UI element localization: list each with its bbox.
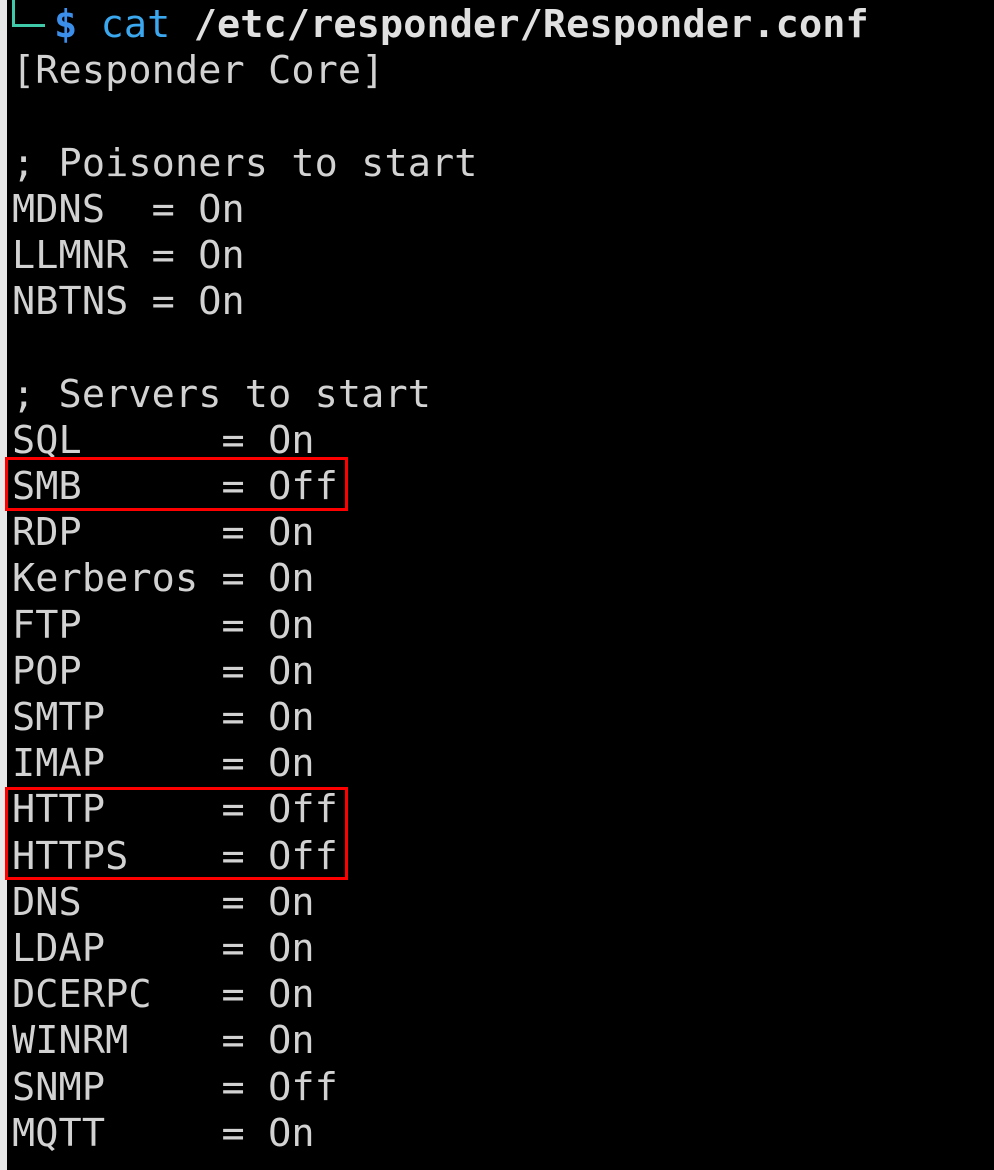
config-line: SMTP = On xyxy=(12,695,315,740)
prompt-corner-icon xyxy=(12,0,45,27)
config-line: ; Servers to start xyxy=(12,371,432,417)
command: cat xyxy=(100,2,171,47)
config-line: LLMNR = On xyxy=(12,233,245,278)
command-argument: /etc/responder/Responder.conf xyxy=(193,2,869,47)
highlight-box-http xyxy=(5,787,348,880)
config-line: DNS = On xyxy=(12,879,315,925)
terminal-output: $ cat /etc/responder/Responder.conf [Resp… xyxy=(12,0,992,1170)
config-line: FTP = On xyxy=(12,602,315,648)
prompt-line: $ cat /etc/responder/Responder.conf xyxy=(12,0,869,48)
config-line: HTTP = Off xyxy=(12,787,338,833)
prompt-symbol: $ xyxy=(54,2,78,47)
config-line: NBTNS = On xyxy=(12,279,245,325)
config-line: MQTT = On xyxy=(12,1110,315,1156)
config-line: RDP = On xyxy=(12,510,315,556)
config-line: SQL = On xyxy=(12,417,315,463)
config-line: WINRM = On xyxy=(12,1018,315,1064)
config-line: POP = On xyxy=(12,648,315,694)
config-line: LDAP = On xyxy=(12,926,315,971)
config-line: SMB = Off xyxy=(12,464,338,509)
config-line: Kerberos = On xyxy=(12,556,315,602)
config-line: [Responder Core] xyxy=(12,48,385,94)
window-edge xyxy=(0,0,7,1170)
config-line: ; Poisoners to start xyxy=(12,140,478,186)
config-line: IMAP = On xyxy=(12,741,315,787)
config-line: HTTPS = Off xyxy=(12,833,338,879)
config-line: DCERPC = On xyxy=(12,972,315,1018)
config-line: MDNS = On xyxy=(12,186,245,232)
highlight-box-smb xyxy=(5,457,348,511)
config-line: SNMP = Off xyxy=(12,1064,338,1110)
